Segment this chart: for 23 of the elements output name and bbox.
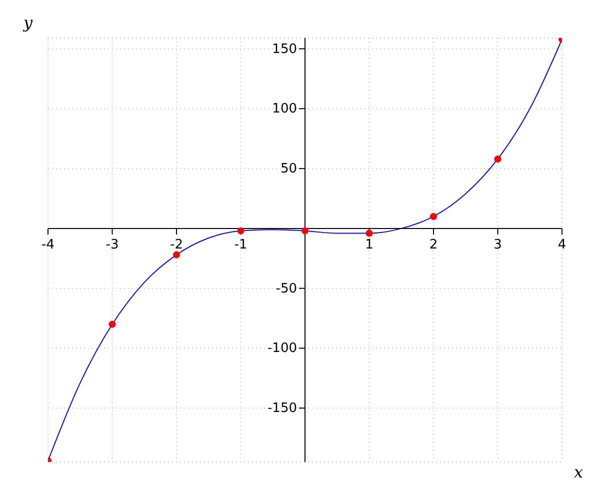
x-tick-label: -2 bbox=[170, 237, 183, 252]
point bbox=[366, 230, 373, 237]
x-tick-label: -1 bbox=[234, 237, 248, 252]
point bbox=[430, 212, 437, 220]
y-axis-title: y bbox=[22, 13, 34, 32]
point bbox=[237, 227, 244, 234]
y-tick-label: 150 bbox=[272, 42, 297, 57]
point bbox=[173, 251, 180, 258]
point bbox=[302, 227, 308, 234]
x-tick-label: 2 bbox=[429, 237, 438, 252]
x-axis-title: x bbox=[574, 462, 584, 482]
y-tick-label: 50 bbox=[280, 162, 297, 177]
y-tick-label: -150 bbox=[267, 401, 297, 416]
x-tick-label: -4 bbox=[42, 237, 54, 252]
x-tick-label: 3 bbox=[494, 237, 502, 252]
x-tick-label: -3 bbox=[106, 237, 119, 252]
x-tick-label: 4 bbox=[558, 237, 566, 252]
point bbox=[108, 320, 116, 328]
point bbox=[494, 155, 502, 162]
x-tick-label: 1 bbox=[365, 237, 374, 252]
y-tick-label: 100 bbox=[272, 102, 297, 117]
y-tick-label: -100 bbox=[267, 341, 297, 356]
y-tick-label: -50 bbox=[276, 281, 297, 296]
